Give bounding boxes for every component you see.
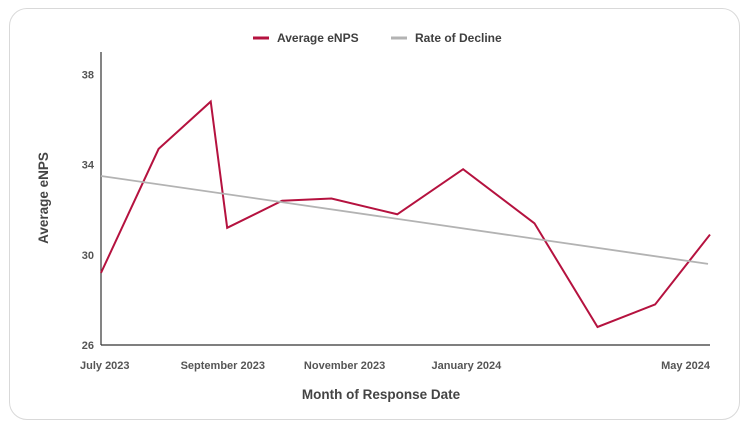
y-axis-title: Average eNPS bbox=[36, 152, 51, 244]
x-tick-label: November 2023 bbox=[304, 360, 385, 372]
series-line-rate-of-decline bbox=[100, 175, 709, 265]
legend-label: Average eNPS bbox=[277, 31, 359, 45]
series-line-average-enps bbox=[100, 99, 711, 329]
x-tick-label: May 2024 bbox=[661, 360, 711, 372]
x-tick-label: January 2024 bbox=[432, 360, 503, 372]
axes bbox=[100, 52, 710, 346]
x-axis-title: Month of Response Date bbox=[302, 387, 461, 402]
series-lines bbox=[100, 99, 711, 329]
x-tick-label: September 2023 bbox=[181, 360, 265, 372]
y-tick-label: 26 bbox=[82, 340, 94, 352]
y-tick-label: 34 bbox=[82, 160, 95, 172]
chart-card bbox=[9, 8, 740, 420]
legend: Average eNPS Rate of Decline bbox=[253, 31, 502, 45]
legend-label: Rate of Decline bbox=[415, 31, 502, 45]
tick-labels: 26 30 34 38 July 2023 September 2023 November … bbox=[80, 70, 711, 372]
x-tick-label: July 2023 bbox=[80, 360, 130, 372]
y-tick-label: 30 bbox=[82, 250, 94, 262]
y-tick-label: 38 bbox=[82, 70, 94, 82]
